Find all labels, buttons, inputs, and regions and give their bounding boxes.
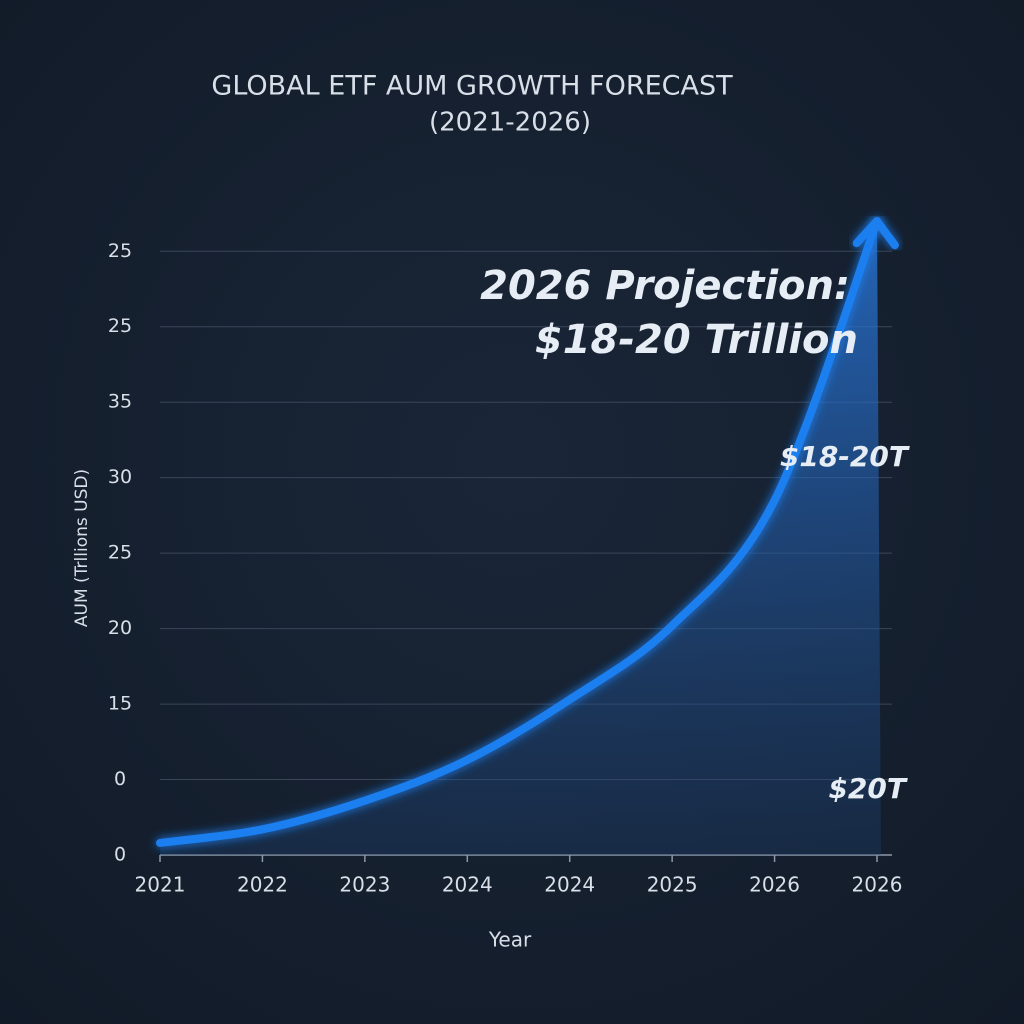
- y-tick-label: 35: [108, 391, 132, 413]
- y-tick-label: 20: [108, 617, 132, 639]
- chart-title: GLOBAL ETF AUM GROWTH FORECAST: [211, 71, 733, 102]
- y-tick-label: 25: [108, 240, 132, 262]
- x-tick-label: 2026: [749, 873, 800, 897]
- x-tick-label: 2026: [852, 873, 903, 897]
- x-tick-label: 2024: [442, 873, 493, 897]
- y-tick-label: 0: [114, 844, 126, 866]
- annotation: 2026 Projection:: [480, 263, 850, 309]
- x-tick-label: 2021: [135, 873, 186, 897]
- y-tick-label: 30: [108, 466, 132, 488]
- x-tick-label: 2025: [647, 873, 698, 897]
- x-tick-label: 2023: [339, 873, 390, 897]
- x-tick-label: 2024: [544, 873, 595, 897]
- annotation: $18-20 Trillion: [535, 317, 858, 363]
- y-axis-label: AUM (Trllions USD): [72, 469, 92, 627]
- area: [160, 221, 881, 855]
- annotation: $20T: [828, 772, 907, 805]
- annotation: $18-20T: [780, 440, 910, 473]
- y-tick-label: 15: [108, 693, 132, 715]
- y-tick-label: 0: [114, 768, 126, 790]
- chart-subtitle: (2021-2026): [429, 108, 591, 138]
- x-tick-label: 2022: [237, 873, 288, 897]
- arrow-head: [852, 217, 899, 250]
- line: [156, 217, 881, 847]
- y-tick-label: 25: [108, 315, 132, 337]
- y-tick-label: 25: [108, 542, 132, 564]
- x-axis-label: Year: [488, 928, 532, 952]
